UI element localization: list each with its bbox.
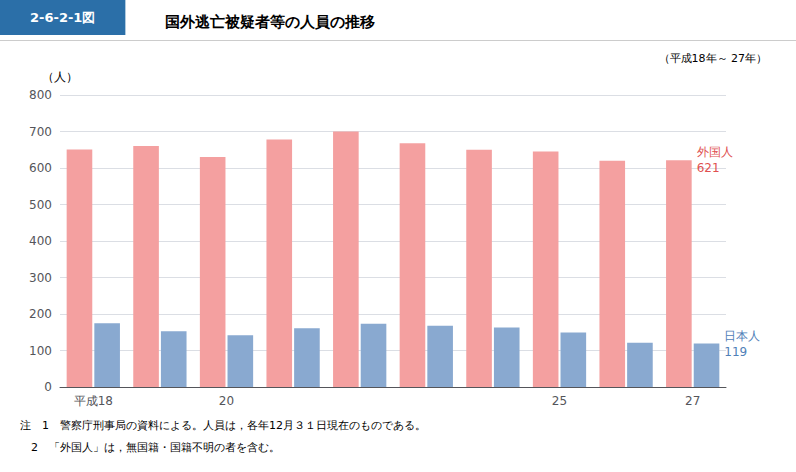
svg-text:400: 400 bbox=[29, 234, 52, 248]
svg-text:300: 300 bbox=[29, 271, 52, 285]
svg-text:（平成18年～ 27年）: （平成18年～ 27年） bbox=[659, 52, 768, 65]
svg-text:外国人: 外国人 bbox=[697, 145, 733, 159]
svg-text:注 1 警察庁刑事局の資料による。人員は，各年12月３１日現: 注 1 警察庁刑事局の資料による。人員は，各年12月３１日現在のものである。 bbox=[20, 419, 426, 432]
svg-text:119: 119 bbox=[724, 345, 747, 359]
svg-text:621: 621 bbox=[697, 161, 720, 175]
svg-text:2 「外国人」は，無国籍・国籍不明の者を含む。: 2 「外国人」は，無国籍・国籍不明の者を含む。 bbox=[20, 441, 280, 454]
svg-text:20: 20 bbox=[219, 394, 234, 408]
svg-text:500: 500 bbox=[29, 198, 52, 212]
svg-text:日本人: 日本人 bbox=[724, 329, 760, 343]
svg-text:200: 200 bbox=[29, 307, 52, 321]
svg-text:600: 600 bbox=[29, 161, 52, 175]
svg-text:700: 700 bbox=[29, 125, 52, 139]
svg-text:国外逃亡被疑者等の人員の推移: 国外逃亡被疑者等の人員の推移 bbox=[165, 13, 375, 31]
svg-text:平成18: 平成18 bbox=[74, 394, 113, 408]
svg-text:25: 25 bbox=[552, 394, 567, 408]
svg-text:2-6-2-1図: 2-6-2-1図 bbox=[30, 10, 95, 25]
svg-text:27: 27 bbox=[685, 394, 700, 408]
svg-text:100: 100 bbox=[29, 344, 52, 358]
svg-text:0: 0 bbox=[44, 380, 52, 394]
svg-text:（人）: （人） bbox=[42, 70, 78, 84]
svg-text:800: 800 bbox=[29, 88, 52, 102]
